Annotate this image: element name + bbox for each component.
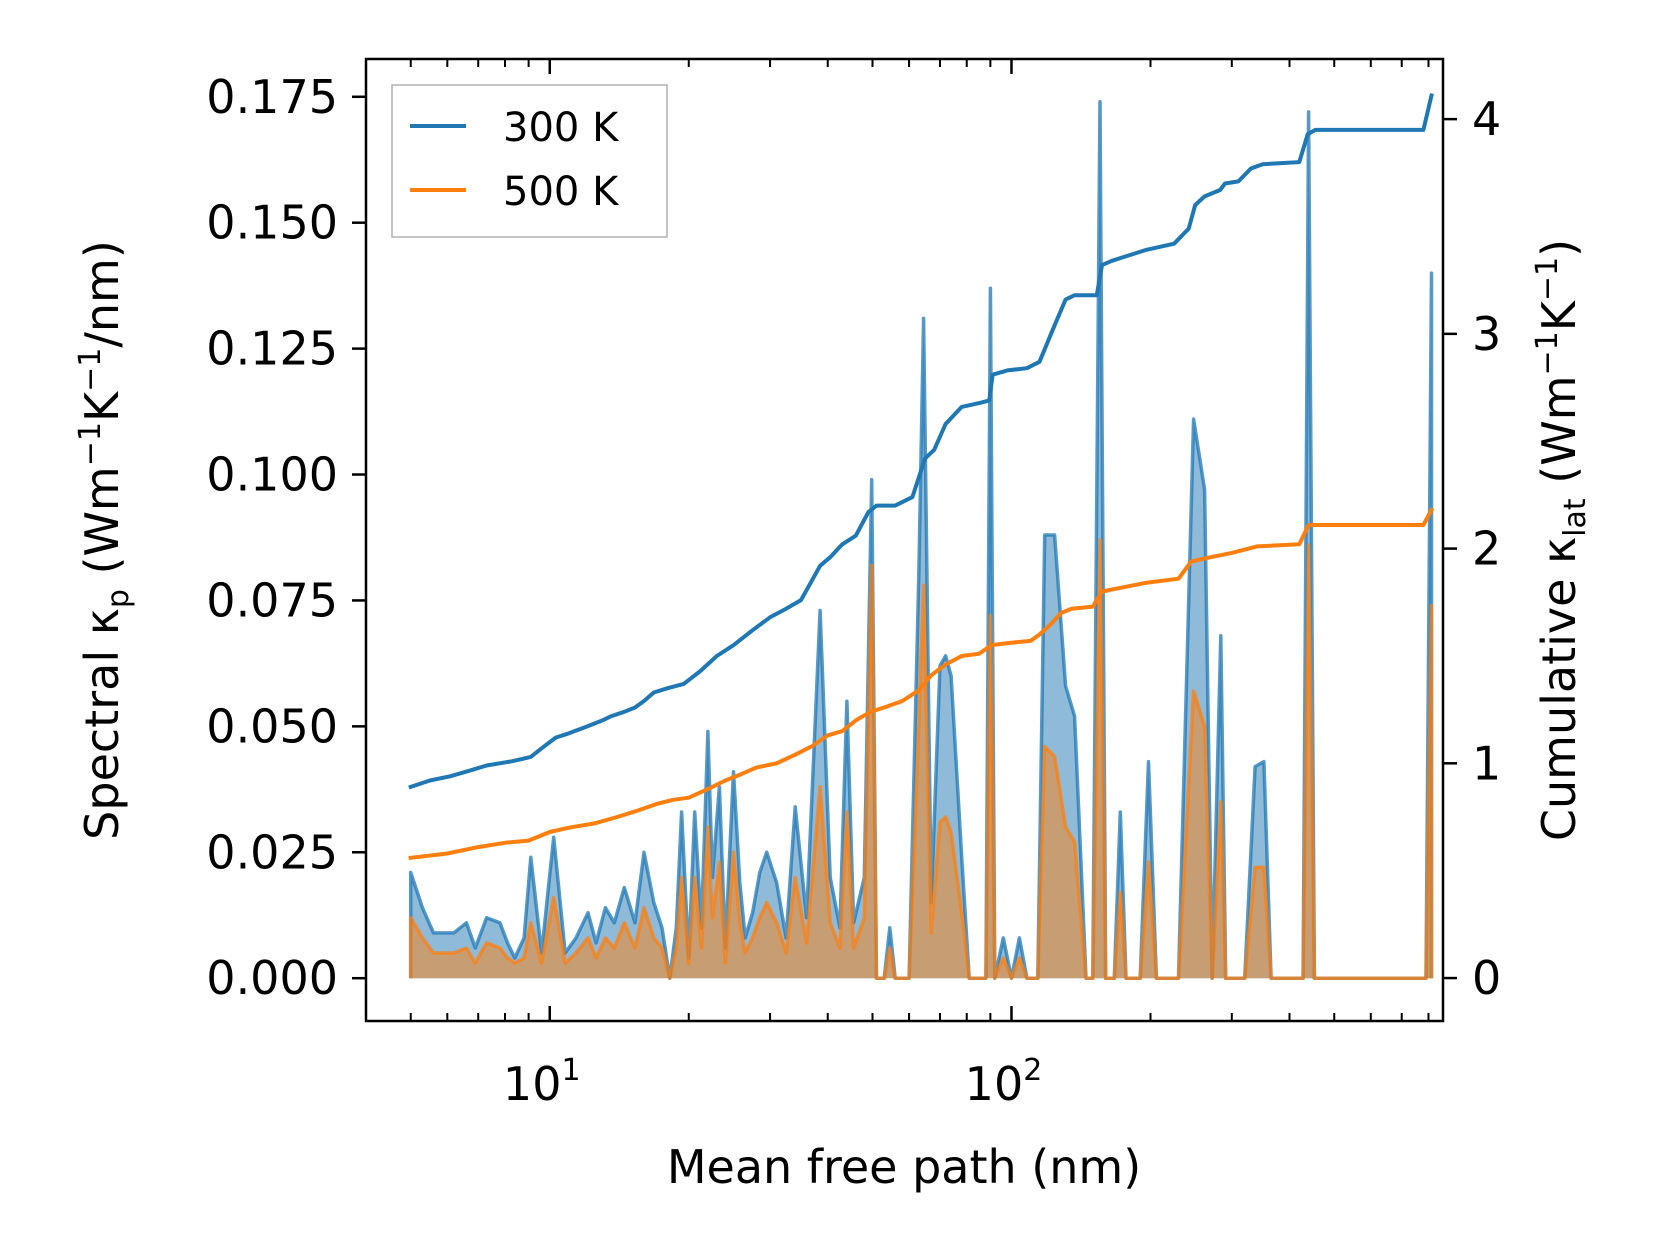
y-right-tick-label: 3 [1472,307,1501,361]
y-right-tick-label: 2 [1472,522,1501,576]
spectral-lines [408,100,1434,980]
y-right-tick-label: 0 [1472,951,1501,1005]
y-axis-label-right: Cumulative κlat (Wm−1K−1) [1530,239,1593,841]
y-left-tick-label: 0.025 [206,825,338,879]
y-left-tick-label: 0.000 [206,951,338,1005]
x-axis-label: Mean free path (nm) [667,1140,1141,1194]
y-right-tick-label: 4 [1472,92,1501,146]
legend: 300 K 500 K [391,84,668,238]
y-left-tick-label: 0.075 [206,573,338,627]
spectral-line-500k [408,538,1434,980]
y-left-tick-label: 0.175 [206,70,338,124]
cumulative-line-300k [408,93,1434,790]
y-left-tick-label: 0.125 [206,322,338,376]
y-axis-label-left: Spectral κp (Wm−1K−1/nm) [73,240,136,840]
spectral-fill-500k [410,540,1432,979]
x-tick-label: 102 [965,1053,1043,1111]
legend-label-300k: 300 K [503,105,620,151]
plot-frame [364,57,1445,1023]
axis-ticks [352,59,1457,1021]
legend-label-500k: 500 K [503,169,620,215]
cumulative-line-500k [408,507,1435,861]
y-right-tick-label: 1 [1472,736,1501,790]
y-left-tick-label: 0.050 [206,699,338,753]
tick-labels: 0.000 0.025 0.050 0.075 0.100 0.125 0.150 0.175… [206,70,1501,1111]
cumulative-lines [408,93,1435,861]
legend-box [391,84,668,238]
y-left-tick-label: 0.150 [206,196,338,250]
x-tick-label: 101 [503,1053,581,1111]
y-left-tick-label: 0.100 [206,448,338,502]
